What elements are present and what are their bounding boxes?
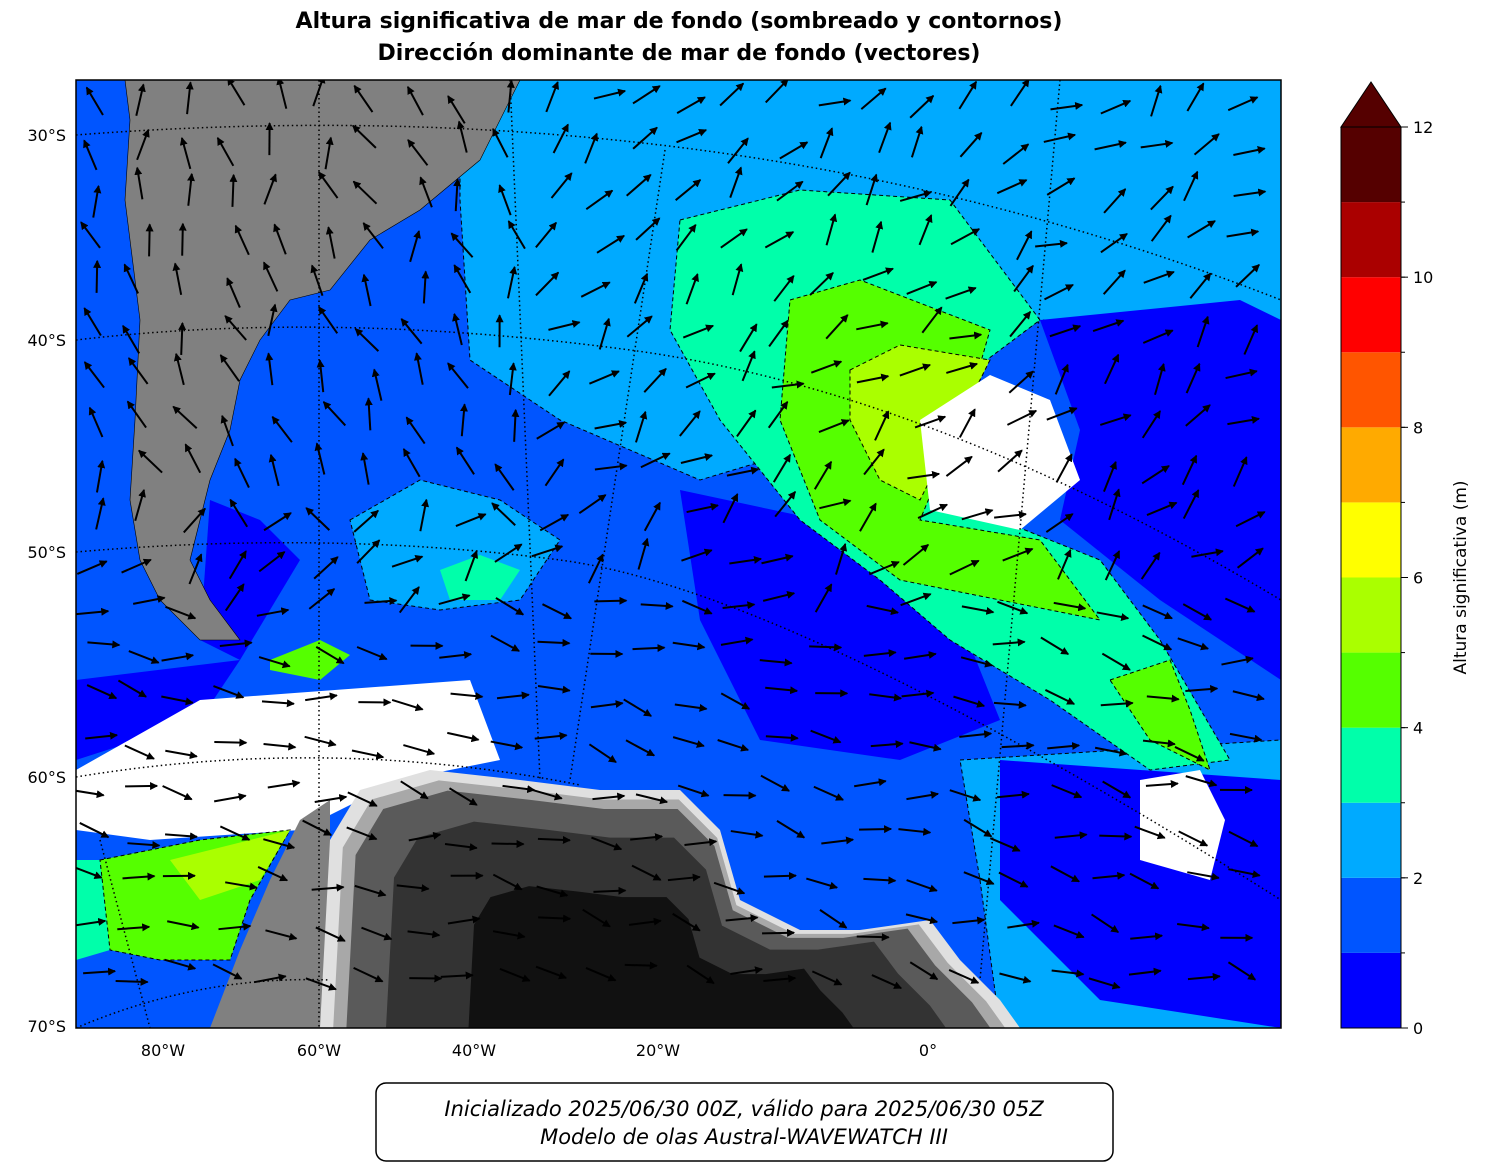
colorbar: 0 2 4 6 8 10 12 Altura significativa (m) (1341, 82, 1471, 1038)
swell-vector (116, 981, 148, 982)
swell-vector (594, 601, 626, 602)
colorbar-band (1341, 427, 1401, 502)
swell-vector (538, 917, 570, 918)
colorbar-band (1341, 578, 1401, 653)
footer-box (376, 1083, 1113, 1161)
colorbar-band (1341, 127, 1401, 202)
footer-line: Modelo de olas Austral-WAVEWATCH III (540, 1125, 948, 1149)
lon-label: 40°W (452, 1041, 496, 1060)
swell-vector (857, 937, 889, 938)
swell-vector (809, 646, 841, 647)
swell-vector (625, 965, 657, 966)
colorbar-band (1341, 202, 1401, 277)
swell-vector (859, 829, 891, 830)
colorbar-band (1341, 502, 1401, 577)
lat-label: 60°S (27, 768, 66, 787)
swell-vector (1099, 836, 1131, 837)
swell-vector (593, 890, 625, 891)
swell-vector (181, 323, 182, 355)
footer-line: Inicializado 2025/06/30 00Z, válido para… (444, 1097, 1044, 1121)
title-line: Altura significativa de mar de fondo (so… (296, 9, 1063, 34)
colorbar-band (1341, 352, 1401, 427)
colorbar-tick-label: 4 (1413, 719, 1423, 738)
colorbar-tick-label: 0 (1413, 1019, 1423, 1038)
lat-labels: 30°S 40°S 50°S 60°S 70°S (27, 126, 66, 1036)
map (72, 76, 1281, 1028)
colorbar-label: Altura significativa (m) (1451, 480, 1471, 674)
colorbar-band (1341, 728, 1401, 803)
lat-label: 50°S (27, 543, 66, 562)
colorbar-band (1341, 653, 1401, 728)
colorbar-band (1341, 953, 1401, 1028)
colorbar-tick-label: 10 (1413, 268, 1433, 287)
colorbar-tick-label: 12 (1413, 118, 1433, 137)
colorbar-tick-label: 8 (1413, 418, 1423, 437)
lat-label: 40°S (27, 331, 66, 350)
colorbar-tick-label: 2 (1413, 869, 1423, 888)
colorbar-extend (1341, 82, 1401, 127)
swell-vector (214, 742, 246, 743)
swell-vector (492, 844, 524, 845)
swell-vector (538, 839, 570, 840)
swell-vector (149, 224, 150, 256)
title-line: Dirección dominante de mar de fondo (vec… (378, 41, 981, 66)
lon-label: 80°W (141, 1041, 185, 1060)
lon-label: 60°W (297, 1041, 341, 1060)
swell-vector (762, 933, 794, 934)
swell-vector (97, 261, 98, 293)
colorbar-band (1341, 277, 1401, 352)
colorbar-band (1341, 878, 1401, 953)
swell-vector (764, 876, 796, 877)
lat-label: 70°S (27, 1017, 66, 1036)
lat-label: 30°S (27, 126, 66, 145)
swell-vector (182, 224, 183, 256)
lon-label: 20°W (636, 1041, 680, 1060)
lon-label: 0° (919, 1041, 937, 1060)
swell-vector (232, 175, 233, 207)
colorbar-tick-label: 6 (1413, 569, 1423, 588)
lon-labels: 80°W 60°W 40°W 20°W 0° (141, 1041, 937, 1060)
colorbar-band (1341, 803, 1401, 878)
